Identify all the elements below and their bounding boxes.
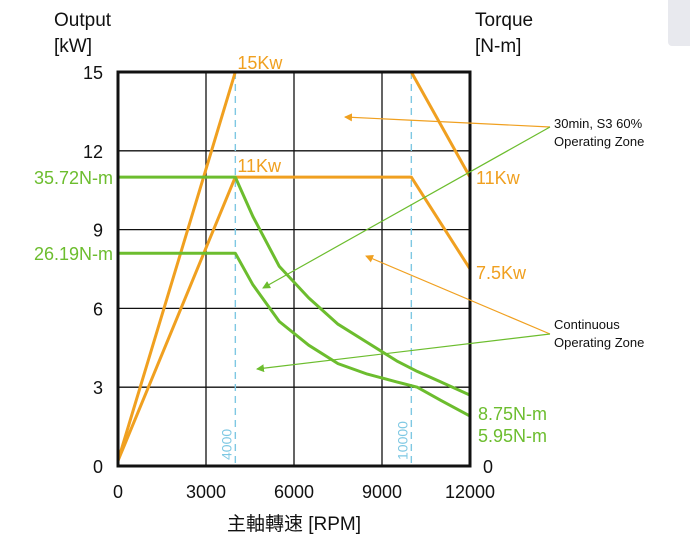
arrow-continuous-torque: [256, 333, 551, 373]
y-tick-label-0: 0: [93, 457, 103, 477]
annotation-continuous-line2: Operating Zone: [554, 335, 644, 350]
tick-labels: 0 3000 6000 9000 12000 0 3 6 9 12 15 0: [83, 63, 495, 502]
grid: [118, 71, 470, 466]
x-tick-label-3000: 3000: [186, 482, 226, 502]
series-labels: 15Kw 11Kw 11Kw 7.5Kw 35.72N-m 26.19N-m 8.75N-m…: [34, 53, 547, 446]
label-35-72nm: 35.72N-m: [34, 168, 113, 188]
arrow-s3-output: [344, 113, 551, 128]
vline-label-4000: 4000: [218, 429, 234, 460]
label-15kw: 15Kw: [237, 53, 283, 73]
y-tick-label-6: 6: [93, 299, 103, 319]
vline-label-10000: 10000: [394, 421, 410, 460]
reference-lines: 4000 10000: [218, 72, 413, 466]
right-axis-title-line2: [N-m]: [475, 36, 521, 57]
annotation-s3-line1: 30min, S3 60%: [554, 116, 643, 131]
right-axis-title-line1: Torque: [475, 10, 533, 31]
label-11kw-end: 11Kw: [476, 168, 521, 188]
y-tick-label-12: 12: [83, 142, 103, 162]
arrow-s3-torque: [262, 126, 551, 289]
x-tick-label-9000: 9000: [362, 482, 402, 502]
left-axis-title-line1: Output: [54, 10, 112, 31]
y-tick-label-15: 15: [83, 63, 103, 83]
x-tick-label-0: 0: [113, 482, 123, 502]
corner-tab: [668, 0, 690, 46]
x-axis-title: 主軸轉速 [RPM]: [227, 513, 361, 535]
annotation-s3-line2: Operating Zone: [554, 134, 644, 149]
left-axis-title-line2: [kW]: [54, 36, 92, 57]
label-5-95nm: 5.95N-m: [478, 426, 547, 446]
y-tick-label-9: 9: [93, 221, 103, 241]
label-7-5kw-end: 7.5Kw: [476, 263, 527, 283]
label-26-19nm: 26.19N-m: [34, 244, 113, 264]
right-tick-label-0: 0: [483, 457, 493, 477]
x-tick-label-12000: 12000: [445, 482, 495, 502]
annotation-continuous-line1: Continuous: [554, 317, 620, 332]
arrow-continuous-output: [365, 255, 551, 335]
plot-frame: [116, 70, 472, 468]
label-11kw-start: 11Kw: [237, 156, 282, 176]
series-line-torque-3: [118, 251, 471, 418]
series-line-output-1: [116, 175, 472, 462]
label-8-75nm: 8.75N-m: [478, 404, 547, 424]
x-tick-label-6000: 6000: [274, 482, 314, 502]
y-tick-label-3: 3: [93, 378, 103, 398]
series-line-torque-2: [118, 175, 471, 397]
